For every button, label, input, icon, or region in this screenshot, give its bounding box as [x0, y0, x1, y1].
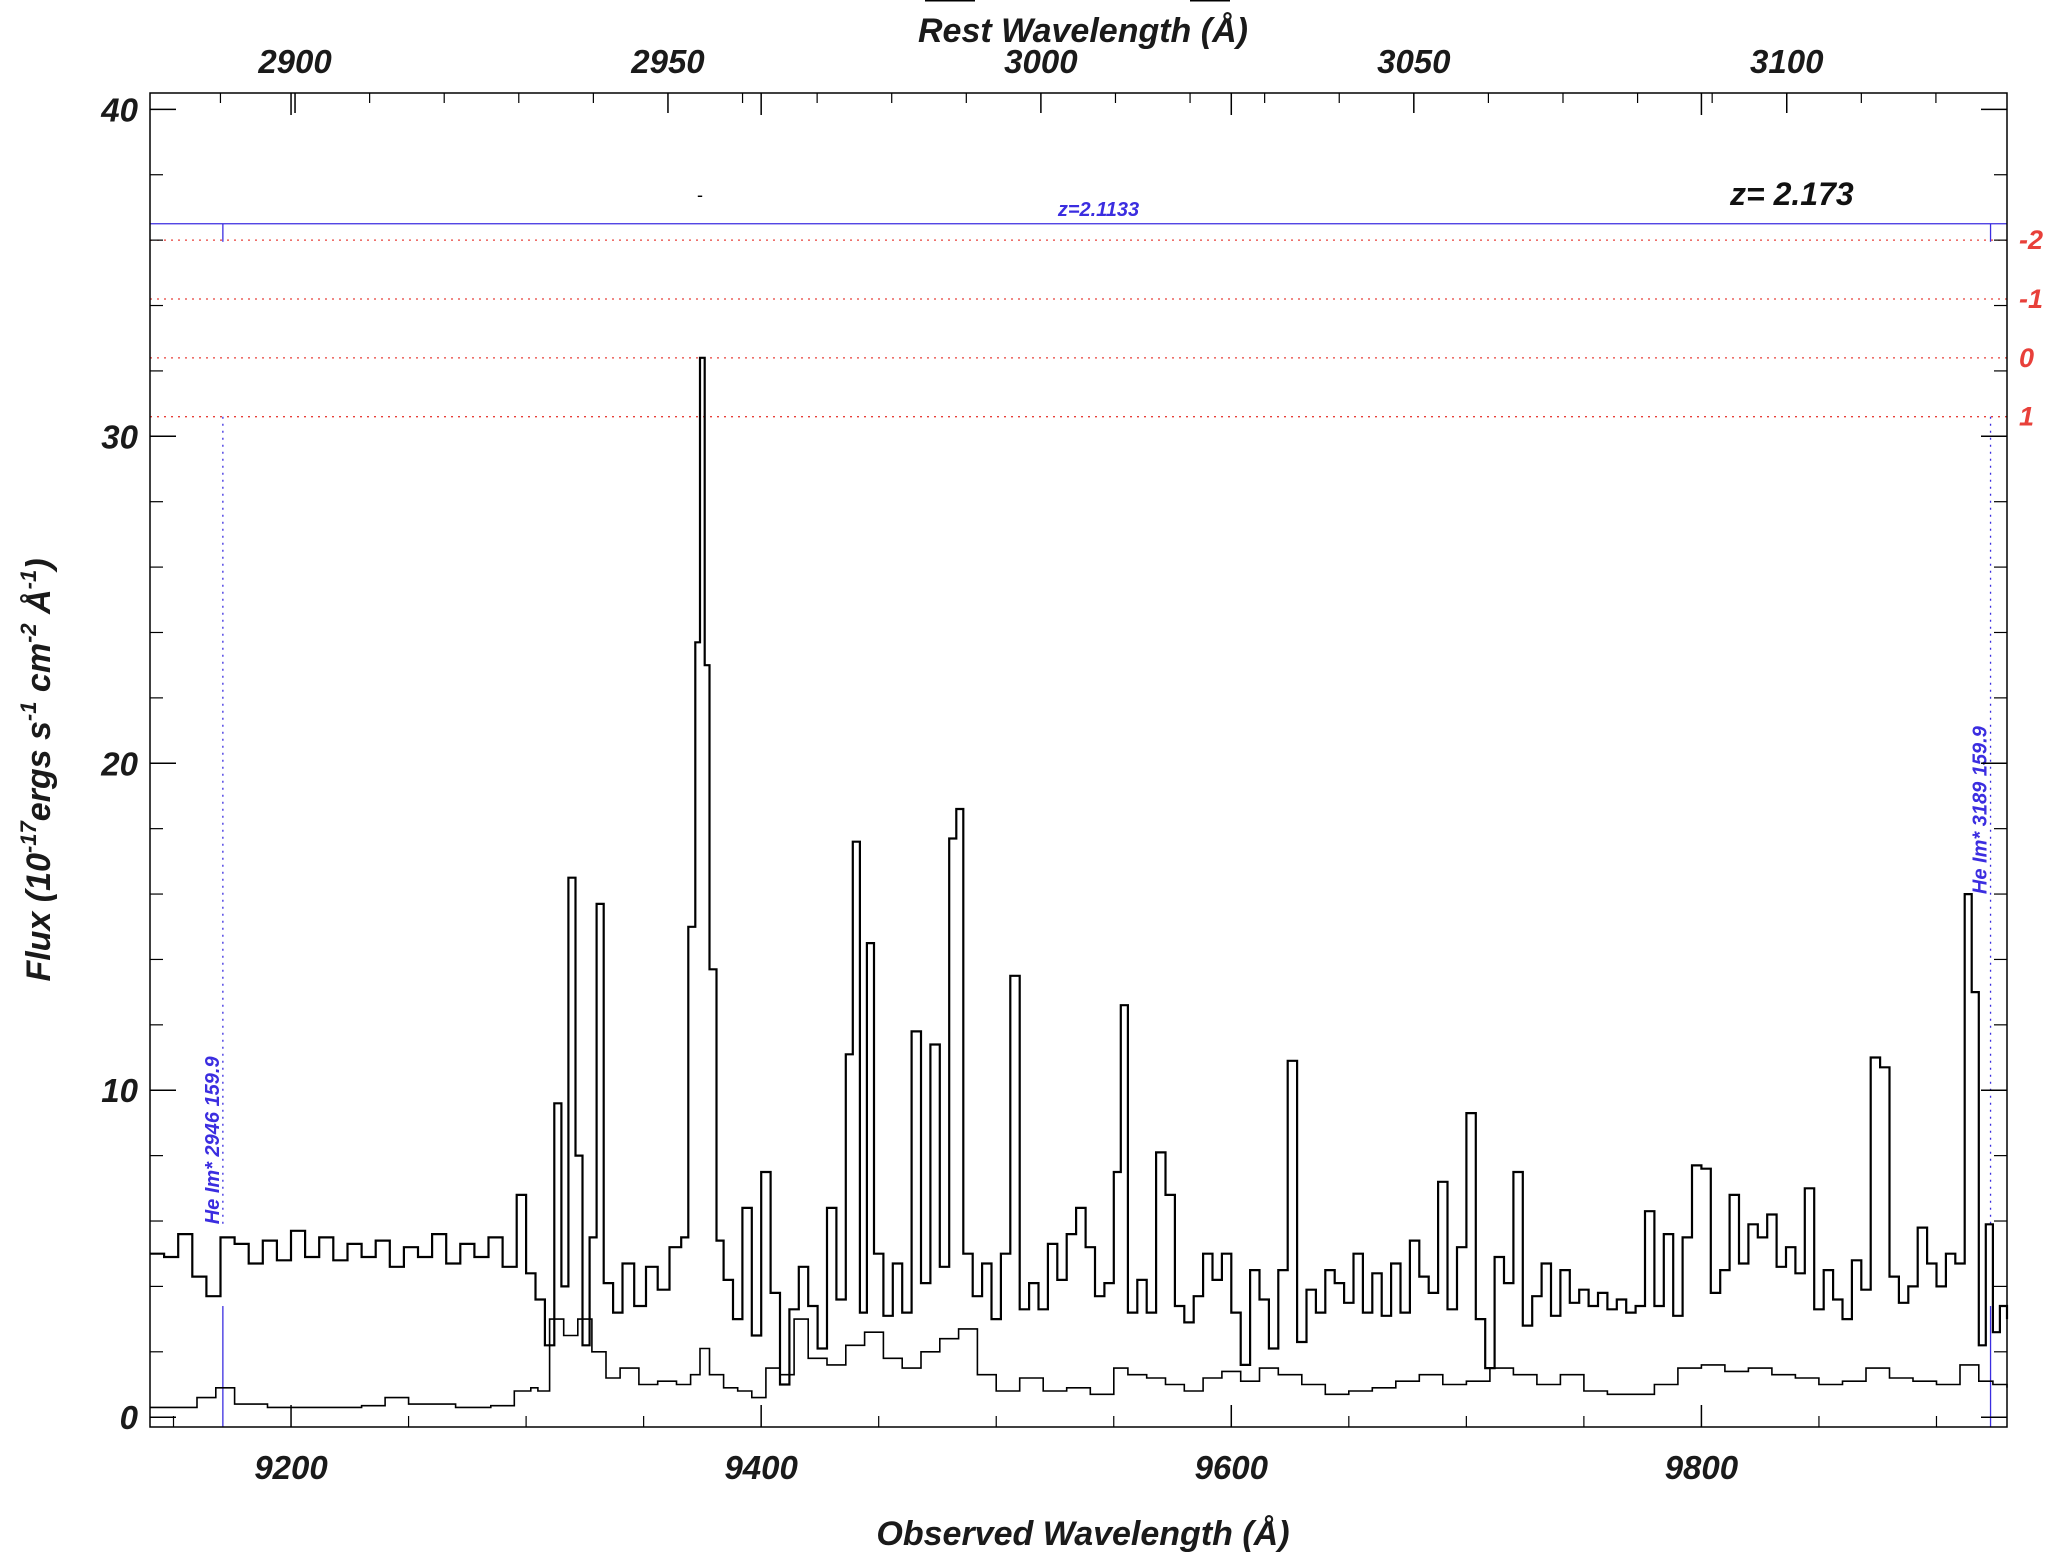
y-tick-label: 10	[101, 1072, 138, 1109]
sigma-level-label: 1	[2019, 402, 2034, 432]
absorber-system: z=2.1133 He Im* 2946 159.9 He Im* 3189 159…	[150, 185, 2007, 1427]
top-tick-label: 2900	[257, 43, 332, 80]
top-tick-label: 2950	[630, 43, 705, 80]
y-tick-label: 20	[100, 745, 138, 782]
absorber-line-label: He Im* 3189 159.9	[1970, 725, 1992, 894]
top-tick-label: 3100	[1750, 43, 1824, 80]
ylabel-exp-2: -1	[16, 702, 41, 722]
top-tick-label: 3050	[1377, 43, 1451, 80]
peak-dash-mark: -	[697, 185, 703, 205]
y-tick-label: 40	[100, 91, 138, 128]
x-tick-label: 9600	[1195, 1449, 1269, 1486]
top-axis-title: Rest Wavelength (Å)	[918, 12, 1248, 50]
x-tick-label: 9400	[724, 1449, 798, 1486]
data-series	[150, 356, 2009, 1409]
ylabel-part-mid3: Å	[20, 589, 58, 623]
sigma-level-label: -2	[2019, 225, 2043, 255]
ylabel-part-pre: Flux (10	[20, 853, 58, 982]
x-tick-label: 9800	[1665, 1449, 1739, 1486]
absorber-label: z=2.1133	[1057, 199, 1139, 221]
ylabel-part-mid2: cm	[20, 643, 58, 702]
ylabel-exp-3: -2	[16, 623, 41, 643]
top-tick-label: 3000	[1004, 43, 1078, 80]
plot-frame	[149, 92, 2008, 1428]
x-tick-label: 9200	[254, 1449, 328, 1486]
y-tick-label: 0	[120, 1399, 139, 1436]
ylabel-exp-1: -17	[16, 819, 41, 853]
axes: 9200 9400 9600 9800 2900 2950 3000 3050 3100 0 10 2…	[100, 43, 2007, 1486]
error-series	[150, 1318, 2008, 1409]
absorber-line-label: He Im* 2946 159.9	[202, 1056, 224, 1225]
sigma-level-label: -1	[2019, 284, 2043, 314]
y-axis-title: Flux (10-17ergs s-1 cm-2 Å-1)	[16, 558, 58, 981]
ylabel-exp-4: -1	[16, 570, 41, 590]
flux-series	[150, 356, 2009, 1386]
redshift-label: z= 2.173	[1729, 176, 1854, 212]
x-axis-title: Observed Wavelength (Å)	[876, 1515, 1289, 1553]
sigma-levels: -2 -1 0 1	[150, 225, 2043, 432]
sigma-level-label: 0	[2019, 343, 2034, 373]
y-tick-label: 30	[101, 418, 138, 455]
ylabel-part-post: )	[20, 558, 58, 572]
ylabel-part-mid1: ergs s	[20, 721, 58, 821]
